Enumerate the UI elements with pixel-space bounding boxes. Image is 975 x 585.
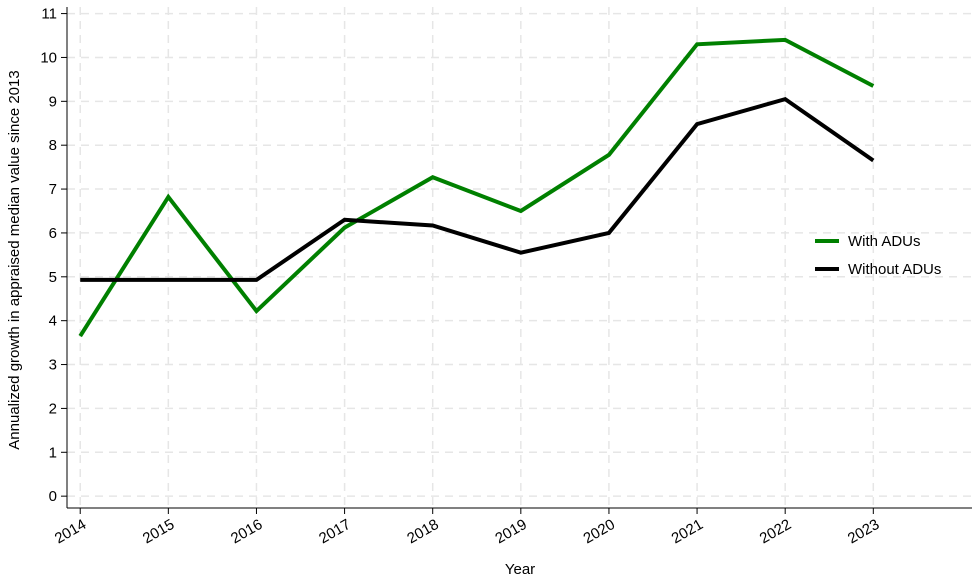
y-tick-label: 6 — [49, 225, 57, 242]
x-tick-label: 2015 — [140, 516, 177, 547]
x-tick-label: 2014 — [52, 516, 89, 547]
x-tick-label: 2017 — [316, 516, 353, 547]
y-tick-label: 7 — [49, 181, 57, 198]
y-tick-label: 1 — [49, 444, 57, 461]
x-tick-label: 2023 — [845, 516, 882, 547]
x-tick-label: 2016 — [228, 516, 265, 547]
x-tick-label: 2021 — [669, 516, 706, 547]
line-series — [80, 96, 875, 282]
y-tick-label: 4 — [49, 313, 57, 330]
y-tick-label: 8 — [49, 137, 57, 154]
x-tick-label: 2020 — [581, 516, 618, 547]
y-tick-label: 9 — [49, 93, 57, 110]
y-tick-label: 11 — [41, 6, 57, 23]
x-tick-label: 2019 — [492, 516, 529, 547]
y-tick-label: 2 — [49, 400, 57, 417]
x-axis-label: Year — [505, 561, 535, 578]
y-tick-label: 0 — [49, 488, 57, 505]
line-series — [78, 37, 875, 338]
x-tick-label: 2018 — [404, 516, 441, 547]
y-tick-label: 10 — [40, 49, 57, 66]
y-tick-label: 5 — [49, 269, 57, 286]
y-axis-label: Annualized growth in appraised median va… — [6, 70, 23, 449]
y-tick-label: 3 — [49, 357, 57, 374]
x-tick-label: 2022 — [757, 516, 794, 547]
legend-label: Without ADUs — [848, 261, 941, 278]
legend-label: With ADUs — [848, 233, 921, 250]
